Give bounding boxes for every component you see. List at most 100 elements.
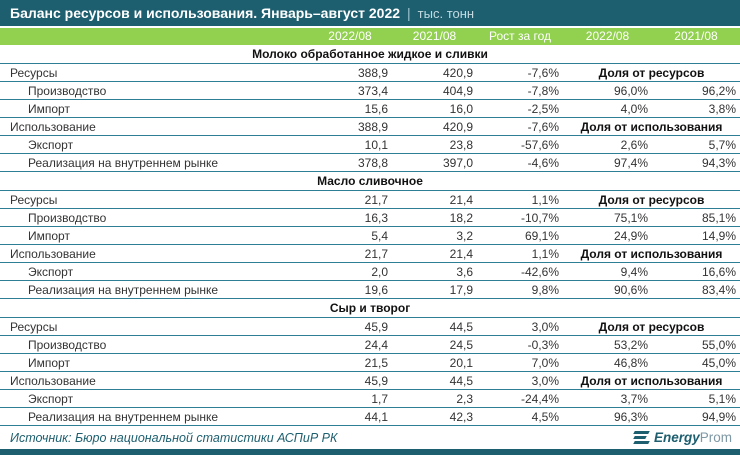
table-row: Экспорт 10,1 23,8 -57,6% 2,6% 5,7% <box>0 136 740 154</box>
column-header-growth: Рост за год <box>488 29 551 43</box>
share-cell: 5,7% <box>708 137 736 152</box>
share-cell: 97,4% <box>613 155 648 170</box>
share-cell: 24,9% <box>613 228 648 243</box>
row-label: Использование <box>10 119 96 134</box>
row-label: Экспорт <box>28 264 74 279</box>
table-row: Производство 16,3 18,2 -10,7% 75,1% 85,1% <box>0 209 740 227</box>
share-cell: 94,9% <box>701 409 736 424</box>
value-cell: 19,6 <box>364 282 388 297</box>
share-cell: 96,2% <box>701 83 736 98</box>
value-cell: 23,8 <box>449 137 473 152</box>
share-cell: 46,8% <box>613 355 648 370</box>
value-cell: 378,8 <box>357 155 388 170</box>
footer: Источник: Бюро национальной статистики А… <box>0 426 740 449</box>
title-unit: тыс. тонн <box>417 5 475 21</box>
value-cell: 5,4 <box>371 228 388 243</box>
table-body: Молоко обработанное жидкое и сливки Ресур… <box>0 45 740 426</box>
value-cell: -42,6% <box>520 264 559 279</box>
value-cell: 1,1% <box>531 246 559 261</box>
row-label: Ресурсы <box>10 65 58 80</box>
value-cell: 21,4 <box>449 192 473 207</box>
row-label: Импорт <box>28 355 70 370</box>
value-cell: 45,9 <box>364 319 388 334</box>
value-cell: 4,5% <box>531 409 559 424</box>
value-cell: 21,5 <box>364 355 388 370</box>
row-label: Импорт <box>28 101 70 116</box>
title-separator: | <box>407 5 411 21</box>
table-row: Ресурсы 45,9 44,5 3,0% Доля от ресурсов <box>0 318 740 336</box>
share-cell: 5,1% <box>708 391 736 406</box>
divider <box>0 26 740 28</box>
value-cell: 44,5 <box>449 373 473 388</box>
value-cell: 16,0 <box>449 101 473 116</box>
table-row: Ресурсы 388,9 420,9 -7,6% Доля от ресурсов <box>0 64 740 82</box>
row-label: Ресурсы <box>10 319 58 334</box>
value-cell: 3,6 <box>456 264 473 279</box>
share-cell: 55,0% <box>701 337 736 352</box>
section-title: Масло сливочное <box>0 172 740 191</box>
share-group-label: Доля от ресурсов <box>598 319 705 334</box>
share-cell: 4,0% <box>620 101 648 116</box>
value-cell: 69,1% <box>524 228 559 243</box>
value-cell: 420,9 <box>442 65 473 80</box>
table-row: Импорт 5,4 3,2 69,1% 24,9% 14,9% <box>0 227 740 245</box>
share-cell: 16,6% <box>701 264 736 279</box>
table-row: Ресурсы 21,7 21,4 1,1% Доля от ресурсов <box>0 191 740 209</box>
value-cell: -4,6% <box>527 155 559 170</box>
share-cell: 75,1% <box>613 210 648 225</box>
energyprom-logo-icon <box>633 431 650 444</box>
share-group-label: Доля от использования <box>580 373 723 388</box>
title-bar: Баланс ресурсов и использования. Январь–… <box>0 0 740 26</box>
share-cell: 96,0% <box>613 83 648 98</box>
value-cell: 3,0% <box>531 319 559 334</box>
row-label: Экспорт <box>28 137 74 152</box>
value-cell: 9,8% <box>531 282 559 297</box>
row-label: Реализация на внутреннем рынке <box>28 409 219 424</box>
value-cell: 388,9 <box>357 65 388 80</box>
value-cell: 1,7 <box>371 391 388 406</box>
table-row: Экспорт 1,7 2,3 -24,4% 3,7% 5,1% <box>0 390 740 408</box>
value-cell: 24,4 <box>364 337 388 352</box>
column-header-2022: 2022/08 <box>328 29 372 43</box>
column-header-share-2021: 2021/08 <box>674 29 718 43</box>
row-label: Реализация на внутреннем рынке <box>28 155 219 170</box>
value-cell: 15,6 <box>364 101 388 116</box>
share-cell: 90,6% <box>613 282 648 297</box>
value-cell: 21,7 <box>364 246 388 261</box>
value-cell: 18,2 <box>449 210 473 225</box>
value-cell: 3,2 <box>456 228 473 243</box>
bottom-bar <box>0 449 740 455</box>
energyprom-logo: EnergyProm <box>633 430 732 445</box>
table-row: Импорт 21,5 20,1 7,0% 46,8% 45,0% <box>0 354 740 372</box>
table-row: Импорт 15,6 16,0 -2,5% 4,0% 3,8% <box>0 100 740 118</box>
table-row: Использование 45,9 44,5 3,0% Доля от использ… <box>0 372 740 390</box>
value-cell: 2,0 <box>371 264 388 279</box>
value-cell: -2,5% <box>527 101 559 116</box>
value-cell: 1,1% <box>531 192 559 207</box>
row-label: Использование <box>10 246 96 261</box>
share-cell: 9,4% <box>620 264 648 279</box>
section-title: Сыр и творог <box>0 299 740 318</box>
value-cell: -7,8% <box>527 83 559 98</box>
share-cell: 14,9% <box>701 228 736 243</box>
share-cell: 3,7% <box>620 391 648 406</box>
value-cell: 21,4 <box>449 246 473 261</box>
row-label: Экспорт <box>28 391 74 406</box>
value-cell: 21,7 <box>364 192 388 207</box>
table-row: Реализация на внутреннем рынке 378,8 397,0… <box>0 154 740 172</box>
table-row: Использование 21,7 21,4 1,1% Доля от использ… <box>0 245 740 263</box>
share-cell: 3,8% <box>708 101 736 116</box>
value-cell: 42,3 <box>449 409 473 424</box>
value-cell: -7,6% <box>527 65 559 80</box>
row-label: Производство <box>28 337 107 352</box>
share-cell: 2,6% <box>620 137 648 152</box>
value-cell: -0,3% <box>527 337 559 352</box>
table-row: Использование 388,9 420,9 -7,6% Доля от испо… <box>0 118 740 136</box>
value-cell: 45,9 <box>364 373 388 388</box>
value-cell: 24,5 <box>449 337 473 352</box>
share-group-label: Доля от использования <box>580 119 723 134</box>
value-cell: 373,4 <box>357 83 388 98</box>
value-cell: 404,9 <box>442 83 473 98</box>
value-cell: 16,3 <box>364 210 388 225</box>
